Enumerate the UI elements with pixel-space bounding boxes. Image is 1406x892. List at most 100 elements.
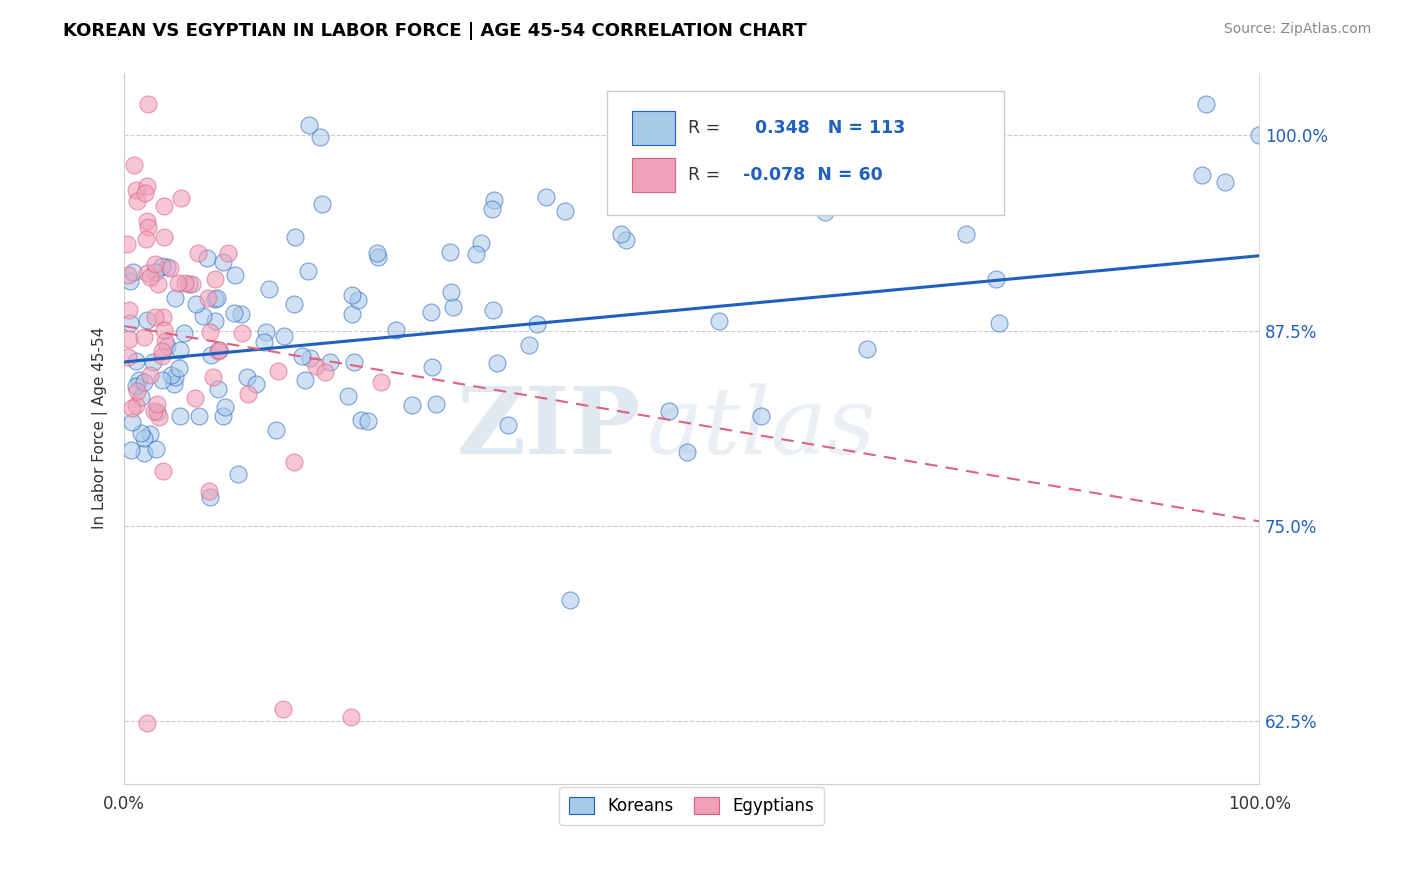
Point	[357, 414, 380, 428]
Point	[366, 246, 388, 260]
Point	[420, 360, 443, 375]
Point	[187, 245, 209, 260]
Point	[136, 214, 159, 228]
Point	[257, 282, 280, 296]
Point	[125, 353, 148, 368]
Point	[118, 332, 141, 346]
Point	[146, 404, 169, 418]
Point	[610, 227, 633, 242]
Point	[236, 370, 259, 384]
Point	[193, 309, 215, 323]
Point	[125, 378, 148, 392]
Point	[204, 292, 226, 306]
Point	[254, 326, 277, 340]
Point	[142, 354, 165, 368]
Text: atlas: atlas	[647, 384, 876, 474]
Point	[252, 334, 274, 349]
Point	[156, 260, 179, 274]
Point	[291, 349, 314, 363]
Point	[1195, 97, 1218, 112]
Point	[217, 246, 239, 260]
Point	[121, 415, 143, 429]
Point	[224, 268, 246, 282]
Point	[283, 455, 305, 469]
Point	[160, 368, 183, 382]
Text: ZIP: ZIP	[457, 384, 641, 474]
Point	[814, 205, 837, 219]
Point	[439, 244, 461, 259]
Point	[124, 398, 146, 412]
Point	[273, 328, 295, 343]
Point	[441, 300, 464, 314]
Point	[127, 194, 149, 208]
Point	[139, 427, 162, 442]
Point	[200, 348, 222, 362]
Point	[481, 202, 503, 216]
Point	[173, 326, 195, 340]
Point	[308, 130, 330, 145]
Point	[560, 593, 582, 607]
Point	[128, 373, 150, 387]
Point	[134, 375, 156, 389]
Text: 0.348   N = 113: 0.348 N = 113	[742, 119, 905, 136]
Point	[988, 316, 1011, 330]
Point	[121, 401, 143, 415]
Point	[266, 424, 288, 438]
Point	[153, 323, 176, 337]
Point	[117, 350, 139, 364]
Point	[163, 369, 186, 384]
Point	[118, 303, 141, 318]
Point	[145, 257, 167, 271]
Point	[134, 329, 156, 343]
Point	[299, 351, 322, 365]
Point	[165, 291, 187, 305]
Text: KOREAN VS EGYPTIAN IN LABOR FORCE | AGE 45-54 CORRELATION CHART: KOREAN VS EGYPTIAN IN LABOR FORCE | AGE …	[63, 22, 807, 40]
Text: -0.078  N = 60: -0.078 N = 60	[742, 166, 883, 184]
Point	[139, 269, 162, 284]
Point	[167, 277, 190, 291]
Point	[184, 297, 207, 311]
Point	[207, 343, 229, 358]
Point	[865, 128, 887, 143]
Point	[183, 391, 205, 405]
Point	[136, 266, 159, 280]
Point	[134, 186, 156, 200]
Point	[150, 349, 173, 363]
Point	[197, 483, 219, 498]
Point	[163, 376, 186, 391]
Point	[132, 432, 155, 446]
Point	[152, 464, 174, 478]
Point	[485, 356, 508, 370]
Point	[401, 398, 423, 412]
Point	[226, 467, 249, 482]
Point	[124, 183, 146, 197]
Point	[284, 229, 307, 244]
Point	[173, 277, 195, 291]
Point	[204, 314, 226, 328]
Point	[159, 261, 181, 276]
Point	[211, 409, 233, 424]
Point	[143, 404, 166, 418]
Point	[304, 359, 326, 374]
Point	[198, 325, 221, 339]
Point	[214, 400, 236, 414]
Point	[167, 360, 190, 375]
Point	[207, 382, 229, 396]
Point	[419, 305, 441, 319]
FancyBboxPatch shape	[631, 112, 675, 145]
Point	[470, 236, 492, 251]
Point	[207, 291, 229, 305]
Point	[1249, 128, 1271, 143]
Point	[122, 158, 145, 172]
Point	[266, 363, 288, 377]
Point	[125, 384, 148, 399]
Point	[143, 265, 166, 279]
Point	[169, 343, 191, 357]
Point	[135, 231, 157, 245]
Point	[425, 397, 447, 411]
Text: R =: R =	[689, 119, 725, 136]
Point	[440, 285, 463, 299]
Point	[707, 314, 730, 328]
Text: R =: R =	[689, 166, 725, 184]
Point	[481, 303, 503, 318]
